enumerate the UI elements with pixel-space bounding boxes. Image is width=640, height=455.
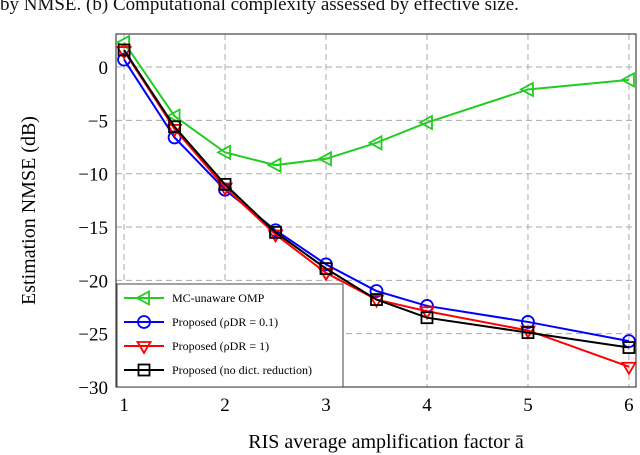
series-line (123, 59, 630, 343)
legend-label: Proposed (ρDR = 1) (172, 339, 269, 353)
data-point-circle (137, 315, 151, 329)
x-tick-label: 1 (119, 395, 129, 416)
data-point-square (370, 293, 383, 306)
x-tick-label: 4 (422, 395, 432, 416)
x-tick-label: 5 (523, 395, 533, 416)
data-point-square (319, 262, 333, 276)
legend: MC-unaware OMP Proposed (ρDR = 0.1) Propos… (116, 283, 344, 388)
y-tick-label: 0 (99, 58, 109, 79)
figure-caption: by NMSE. (b) Computational complexity as… (0, 0, 519, 15)
x-tick-label: 6 (624, 395, 634, 416)
x-tick-label: 2 (220, 395, 230, 416)
y-tick-label: −30 (78, 378, 108, 399)
data-point-square (622, 341, 636, 354)
data-point-square (521, 326, 535, 340)
data-point-square (218, 177, 232, 191)
data-point-triangle-down (135, 341, 153, 355)
data-point-square (420, 311, 434, 325)
data-point-square (137, 363, 151, 377)
series-line (123, 41, 630, 167)
data-point-triangle-left (165, 108, 181, 125)
data-point-triangle-left (620, 71, 635, 88)
y-tick-label: −5 (88, 111, 108, 132)
y-tick-label: −15 (78, 218, 108, 239)
data-point-triangle-left (115, 34, 130, 51)
data-point-triangle-down (116, 46, 133, 60)
series-line (123, 49, 630, 349)
series-0 (115, 34, 635, 174)
data-point-triangle-left (266, 157, 282, 174)
data-point-triangle-down (620, 361, 638, 376)
y-tick-label: −20 (78, 271, 108, 292)
data-point-triangle-left (418, 114, 433, 131)
data-point-square (269, 225, 282, 239)
series-3 (117, 43, 636, 354)
data-point-triangle-left (317, 150, 332, 167)
data-point-square (168, 120, 181, 134)
data-point-triangle-left (216, 144, 231, 161)
y-tick-label: −10 (78, 165, 108, 186)
legend-label: Proposed (no dict. reduction) (172, 363, 312, 377)
x-tick-label: 3 (321, 395, 331, 416)
x-axis-label: RIS average amplification factor ā (248, 431, 524, 453)
data-point-triangle-left (135, 289, 150, 307)
data-point-triangle-left (519, 81, 534, 98)
series-line (123, 50, 630, 368)
legend-label: Proposed (ρDR = 0.1) (172, 315, 278, 329)
y-axis-label: Estimation NMSE (dB) (18, 116, 40, 305)
y-tick-label: −25 (78, 325, 108, 346)
plot-frame (115, 33, 637, 388)
data-point-circle (369, 284, 384, 298)
data-point-square (117, 43, 131, 57)
legend-label: MC-unaware OMP (172, 291, 265, 305)
data-point-triangle-left (367, 134, 383, 151)
data-point-triangle-down (267, 229, 284, 244)
